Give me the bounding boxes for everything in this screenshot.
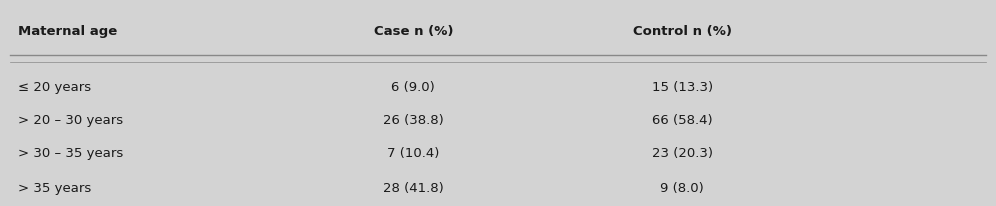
Text: 9 (8.0): 9 (8.0) [660, 182, 704, 195]
Text: 28 (41.8): 28 (41.8) [383, 182, 443, 195]
Text: 15 (13.3): 15 (13.3) [651, 81, 713, 94]
Text: 26 (38.8): 26 (38.8) [383, 114, 443, 127]
Text: 6 (9.0): 6 (9.0) [391, 81, 435, 94]
Text: Maternal age: Maternal age [18, 25, 118, 39]
Text: > 35 years: > 35 years [18, 182, 92, 195]
Text: 66 (58.4): 66 (58.4) [652, 114, 712, 127]
Text: 7 (10.4): 7 (10.4) [387, 147, 439, 160]
Text: 23 (20.3): 23 (20.3) [651, 147, 713, 160]
Text: > 20 – 30 years: > 20 – 30 years [18, 114, 124, 127]
Text: ≤ 20 years: ≤ 20 years [18, 81, 91, 94]
Text: Case n (%): Case n (%) [374, 25, 453, 39]
Text: > 30 – 35 years: > 30 – 35 years [18, 147, 124, 160]
Text: Control n (%): Control n (%) [632, 25, 732, 39]
